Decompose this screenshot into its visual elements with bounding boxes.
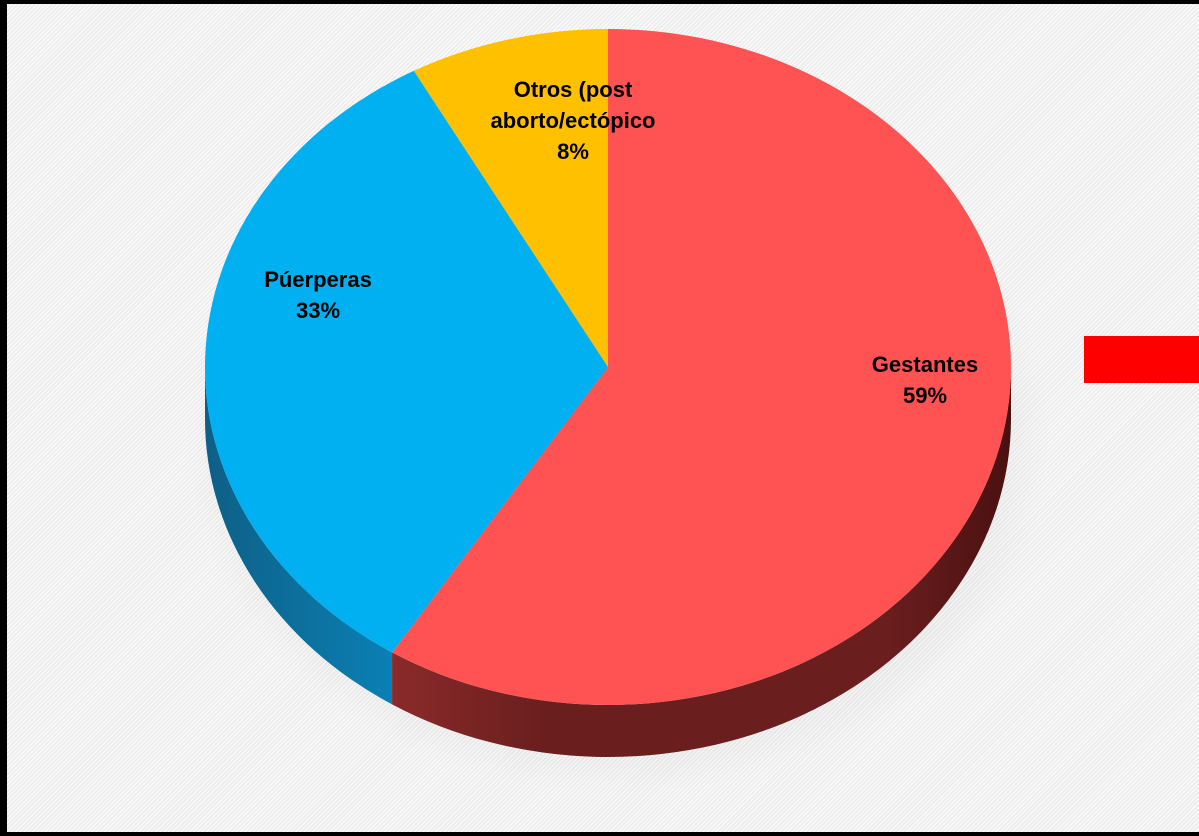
data-label-text: Otros (post (514, 77, 633, 102)
data-label-p-erperas: Púerperas 33% (264, 267, 372, 323)
data-label-otros-post-aborto-ect-pico: Otros (post aborto/ectópico 8% (490, 77, 655, 164)
data-label-value: 8% (557, 139, 589, 164)
data-label-value: 33% (296, 298, 340, 323)
data-label-text: Gestantes (872, 352, 978, 377)
pie-side-gestantes (392, 367, 1012, 757)
pie-labels: Gestantes 59% Púerperas 33% Otros (post abort… (264, 77, 978, 408)
data-label-gestantes: Gestantes 59% (872, 352, 978, 408)
pie-side-p-erperas (205, 367, 393, 705)
pie-sides (205, 367, 1012, 757)
pie-slice-otros-post-aborto-ect-pico (413, 28, 608, 367)
pie-chart: Gestantes 59% Púerperas 33% Otros (post abort… (185, 28, 1051, 795)
data-label-text: Púerperas (264, 267, 372, 292)
pie-top (204, 28, 1012, 705)
data-label-value: 59% (903, 383, 947, 408)
pie-slice-p-erperas (204, 70, 608, 653)
data-label-text: aborto/ectópico (490, 108, 655, 133)
legend-swatch (1084, 336, 1199, 383)
pie-slice-gestantes (392, 29, 1012, 705)
